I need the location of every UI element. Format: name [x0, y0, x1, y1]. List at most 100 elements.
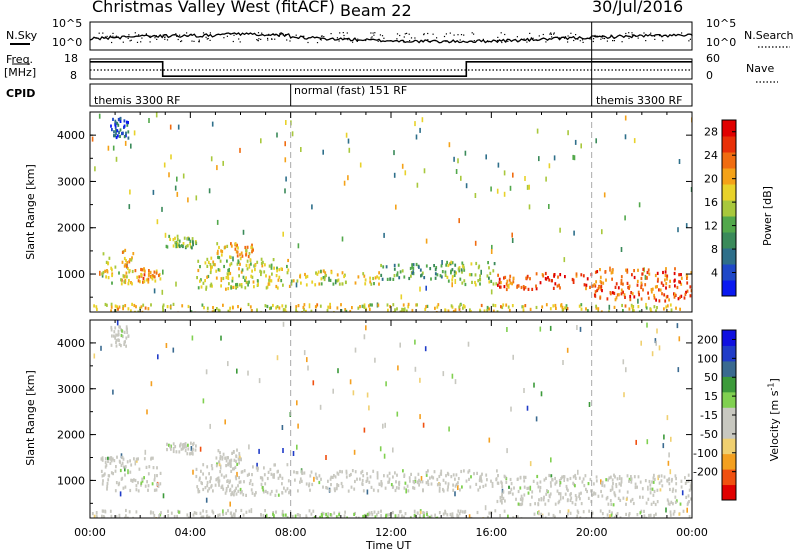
scatter-point: [484, 505, 487, 511]
scatter-point: [219, 464, 222, 470]
scatter-point: [250, 245, 253, 250]
scatter-point: [186, 237, 189, 241]
nsearch-dot: [482, 38, 484, 40]
scatter-point: [117, 329, 120, 333]
scatter-point: [381, 482, 383, 486]
scatter-point: [140, 305, 143, 309]
scatter-point: [256, 260, 259, 264]
scatter-point: [425, 238, 428, 244]
scatter-point: [595, 479, 598, 483]
scatter-point: [637, 475, 640, 479]
scatter-point: [131, 479, 134, 483]
nsearch-dot: [435, 40, 437, 42]
velocity-colorbar-segment: [722, 438, 736, 455]
scatter-point: [429, 476, 431, 480]
scatter-point: [235, 250, 238, 254]
scatter-point: [630, 475, 632, 479]
scatter-point: [195, 474, 198, 479]
scatter-point: [239, 487, 242, 492]
scatter-point: [594, 294, 597, 298]
scatter-point: [152, 456, 154, 460]
scatter-point: [427, 482, 430, 486]
scatter-point: [468, 469, 471, 473]
scatter-point: [667, 460, 670, 466]
scatter-point: [393, 274, 396, 278]
scatter-point: [663, 293, 666, 297]
scatter-point: [160, 511, 162, 515]
scatter-point: [606, 513, 609, 517]
scatter-point: [661, 484, 664, 488]
scatter-point: [448, 426, 450, 432]
scatter-point: [282, 321, 285, 327]
scatter-point: [414, 121, 416, 127]
scatter-point: [215, 307, 218, 311]
scatter-point: [592, 492, 595, 496]
scatter-point: [314, 283, 317, 287]
scatter-point: [122, 465, 125, 469]
scatter-point: [454, 484, 457, 488]
scatter-point: [214, 483, 217, 487]
scatter-point: [412, 266, 415, 271]
scatter-point: [355, 516, 358, 518]
scatter-point: [263, 270, 266, 274]
scatter-point: [182, 173, 185, 179]
scatter-point: [464, 282, 467, 287]
scatter-point: [102, 270, 105, 275]
scatter-point: [580, 303, 583, 307]
scatter-point: [152, 511, 155, 515]
nsearch-dot: [353, 38, 355, 40]
scatter-point: [106, 303, 108, 307]
scatter-point: [376, 471, 379, 475]
scatter-point: [335, 486, 338, 490]
nsearch-dot: [297, 37, 299, 39]
scatter-point: [159, 482, 162, 486]
nsearch-dot: [553, 32, 555, 34]
scatter-point: [544, 516, 547, 518]
scatter-point: [421, 271, 424, 275]
scatter-point: [343, 274, 345, 279]
scatter-point: [140, 267, 142, 272]
scatter-point: [405, 488, 407, 494]
scatter-point: [156, 474, 158, 478]
scatter-point: [441, 270, 444, 274]
scatter-point: [503, 474, 506, 478]
scatter-point: [121, 455, 124, 460]
scatter-point: [322, 269, 325, 273]
nsearch-dot: [645, 40, 647, 42]
scatter-point: [475, 261, 478, 266]
scatter-point: [349, 309, 352, 312]
scatter-point: [668, 482, 671, 486]
scatter-point: [278, 306, 281, 310]
velocity-colorbar-tick-label: 200: [697, 333, 718, 346]
nsearch-tick-low: 10^0: [706, 36, 737, 49]
power-colorbar-segment: [722, 200, 736, 217]
scatter-point: [363, 514, 366, 518]
freq-tick-high: 18: [64, 52, 78, 65]
scatter-point: [95, 514, 98, 518]
scatter-point: [282, 308, 285, 312]
scatter-point: [275, 306, 277, 310]
scatter-point: [408, 276, 411, 281]
scatter-point: [664, 270, 667, 274]
scatter-point: [634, 485, 637, 490]
scatter-point: [272, 473, 274, 479]
scatter-point: [196, 276, 198, 280]
scatter-point: [439, 274, 442, 278]
scatter-point: [499, 495, 502, 500]
scatter-point: [333, 511, 336, 515]
scatter-point: [262, 260, 264, 264]
scatter-point: [329, 302, 331, 306]
scatter-point: [254, 268, 256, 272]
scatter-point: [650, 288, 653, 292]
scatter-point: [129, 459, 131, 463]
scatter-point: [459, 509, 462, 513]
scatter-point: [119, 491, 122, 497]
scatter-point: [540, 498, 543, 502]
scatter-point: [205, 510, 208, 514]
scatter-point: [142, 280, 144, 284]
scatter-point: [482, 484, 485, 489]
scatter-point: [611, 268, 614, 272]
scatter-point: [148, 269, 150, 273]
scatter-point: [212, 306, 214, 310]
scatter-point: [114, 119, 117, 123]
